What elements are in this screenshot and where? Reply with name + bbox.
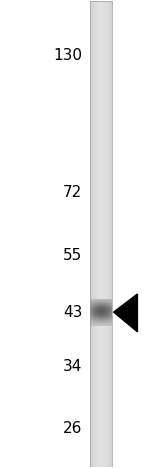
Text: 34: 34 bbox=[63, 359, 83, 374]
Bar bbox=[90, 0, 112, 468]
Text: 55: 55 bbox=[63, 248, 82, 263]
Text: 72: 72 bbox=[63, 185, 82, 200]
Text: 43: 43 bbox=[63, 305, 83, 320]
Polygon shape bbox=[114, 294, 137, 332]
Text: 26: 26 bbox=[63, 421, 83, 436]
Text: 130: 130 bbox=[53, 48, 82, 63]
